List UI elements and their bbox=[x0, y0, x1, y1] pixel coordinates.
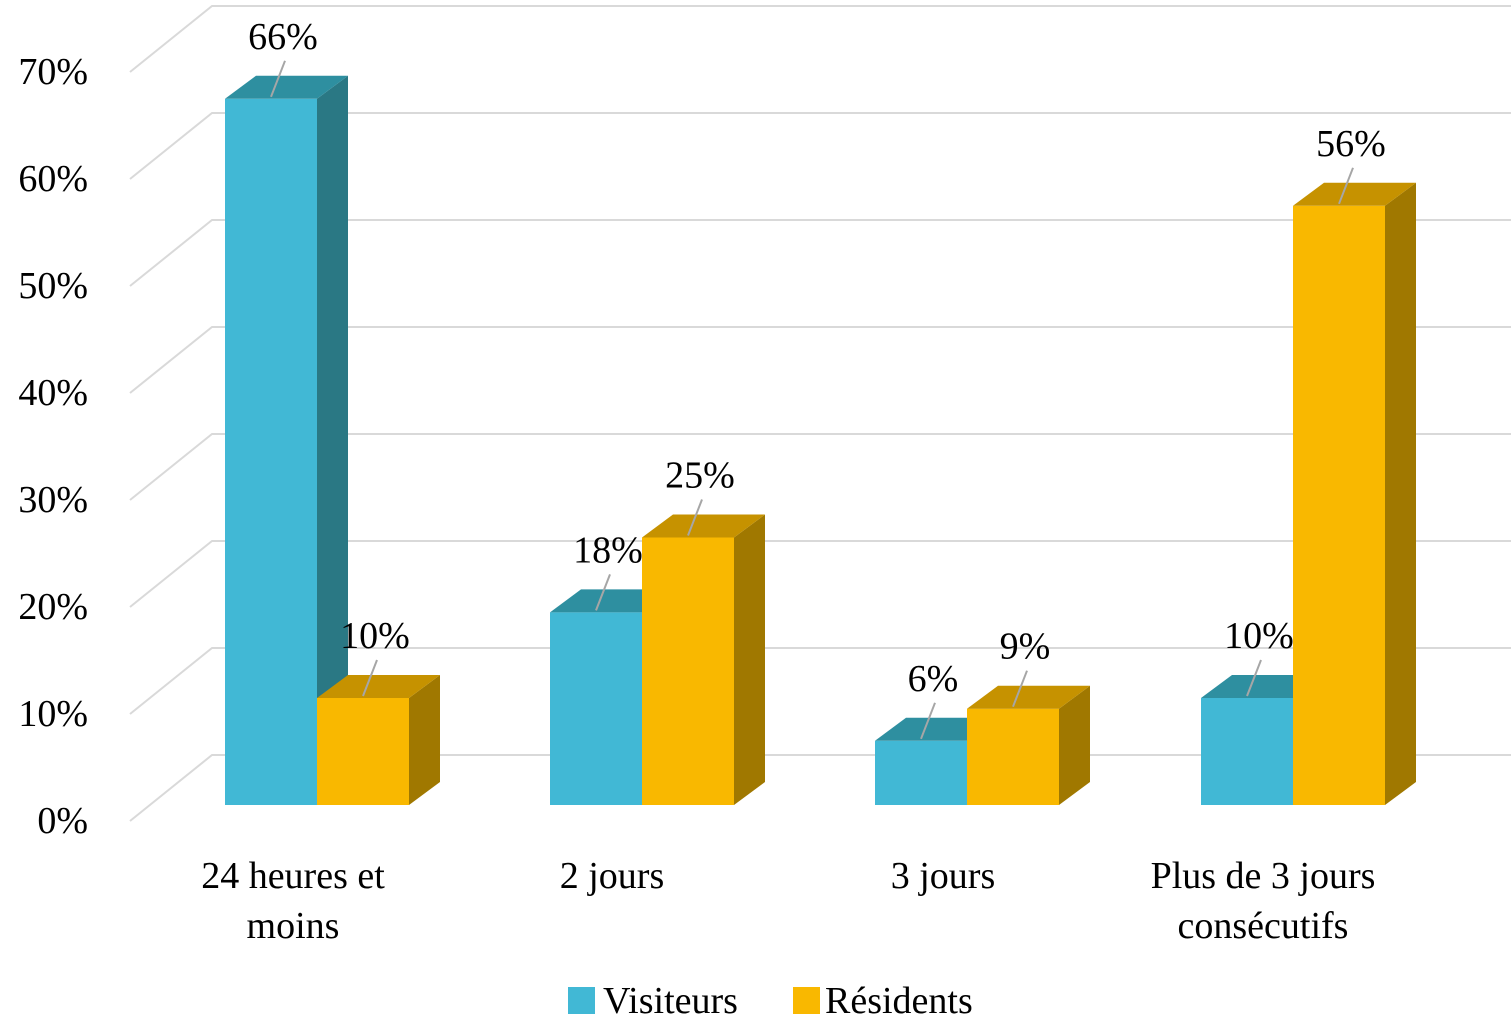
category-label: 24 heures et bbox=[201, 855, 385, 897]
legend-label: Résidents bbox=[825, 980, 973, 1019]
gridline bbox=[129, 540, 1511, 608]
category-label: consécutifs bbox=[1178, 905, 1349, 947]
data-label-leader bbox=[270, 60, 286, 98]
data-label: 6% bbox=[908, 658, 959, 700]
y-tick-label: 30% bbox=[18, 479, 88, 521]
bar-visiteurs-0 bbox=[225, 75, 348, 806]
y-axis-ticks: 0% 10% 20% 30% 40% 50% 60% 70% bbox=[18, 51, 88, 842]
bar-residents-3 bbox=[1293, 182, 1416, 806]
y-tick-label: 60% bbox=[18, 158, 88, 200]
category-labels: 24 heures et moins 2 jours 3 jours Plus de 3… bbox=[201, 855, 1375, 947]
category-label: Plus de 3 jours bbox=[1151, 855, 1376, 897]
data-label: 9% bbox=[1000, 626, 1051, 668]
y-tick-label: 70% bbox=[18, 51, 88, 93]
gridline bbox=[129, 5, 1511, 73]
category-label: moins bbox=[247, 905, 340, 947]
gridline bbox=[129, 647, 1511, 715]
data-label: 10% bbox=[1224, 615, 1294, 657]
data-label-leader bbox=[1246, 659, 1262, 697]
category-label: 2 jours bbox=[560, 855, 665, 897]
y-tick-label: 40% bbox=[18, 372, 88, 414]
gridline bbox=[129, 112, 1511, 180]
legend-item-residents: Résidents bbox=[793, 980, 973, 1019]
gridline bbox=[129, 433, 1511, 501]
legend: Visiteurs Résidents bbox=[568, 980, 973, 1019]
data-label: 66% bbox=[248, 16, 318, 58]
data-label: 18% bbox=[573, 529, 643, 571]
bar-residents-2 bbox=[967, 685, 1090, 805]
data-label-leader bbox=[595, 574, 611, 611]
legend-item-visiteurs: Visiteurs bbox=[568, 980, 738, 1019]
gridline bbox=[129, 219, 1511, 287]
y-tick-label: 50% bbox=[18, 265, 88, 307]
y-tick-label: 20% bbox=[18, 586, 88, 628]
category-label: 3 jours bbox=[891, 855, 996, 897]
gridline bbox=[129, 326, 1511, 394]
data-labels: 66% 10% 18% 25% 6% 9% 10% 56% bbox=[248, 16, 1386, 740]
y-tick-label: 10% bbox=[18, 693, 88, 735]
bar-residents-0 bbox=[317, 675, 440, 805]
data-label-leader bbox=[920, 702, 936, 740]
legend-swatch bbox=[793, 987, 820, 1014]
data-label-leader bbox=[1012, 670, 1028, 708]
y-tick-label: 0% bbox=[37, 800, 88, 842]
data-label: 56% bbox=[1316, 123, 1386, 165]
bars bbox=[225, 75, 1416, 806]
legend-label: Visiteurs bbox=[603, 980, 738, 1019]
data-label-leader bbox=[1338, 167, 1354, 205]
data-label: 10% bbox=[340, 615, 410, 657]
data-label-leader bbox=[362, 659, 378, 697]
gridlines bbox=[129, 5, 1511, 822]
data-label: 25% bbox=[665, 455, 735, 497]
legend-swatch bbox=[568, 987, 595, 1014]
bar-residents-1 bbox=[642, 514, 765, 805]
data-label-leader bbox=[687, 499, 703, 536]
